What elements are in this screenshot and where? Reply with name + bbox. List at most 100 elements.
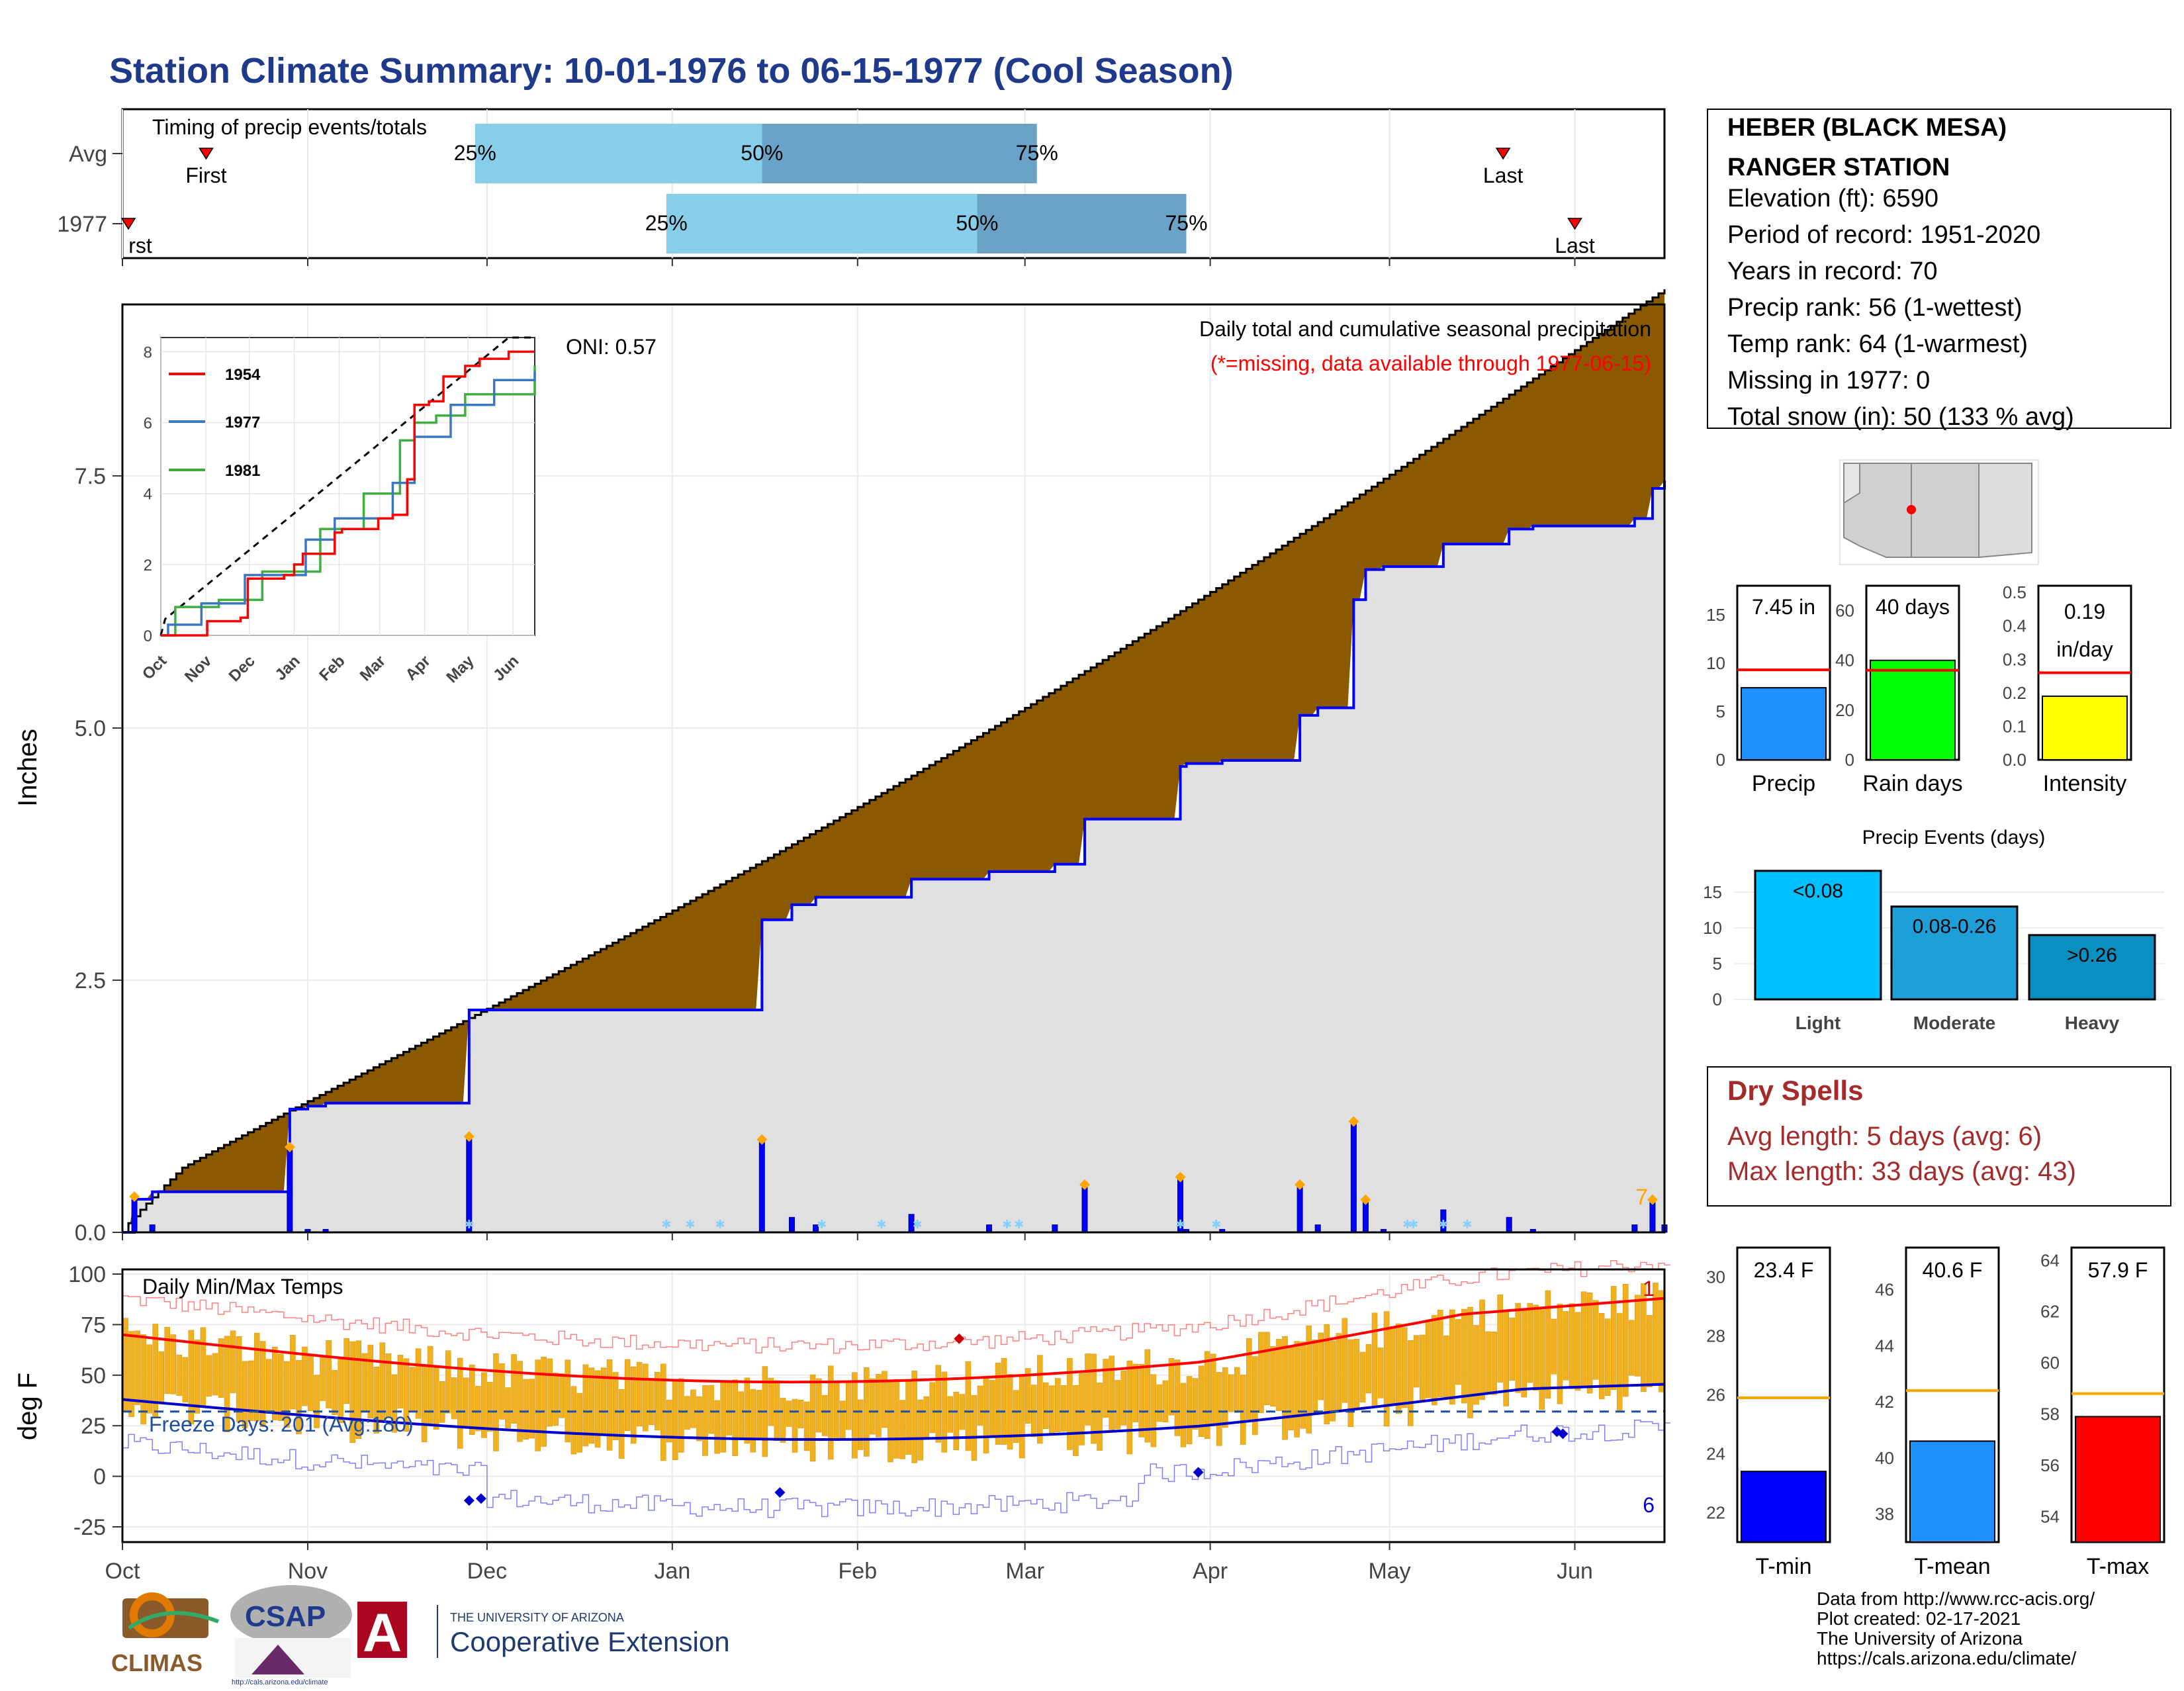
daily-temp-bar xyxy=(727,1381,732,1435)
footer-credit-line: Plot created: 02-17-2021 xyxy=(1817,1608,2021,1629)
csap-url: http://cals.arizona.edu/climate xyxy=(232,1678,328,1686)
temp-bar-value: 57.9 F xyxy=(2088,1258,2148,1282)
small-bar-tick: 0.1 xyxy=(2003,716,2026,736)
daily-temp-bar xyxy=(613,1372,618,1440)
snow-marker: ✱ xyxy=(1014,1218,1024,1231)
daily-precip-bar xyxy=(986,1225,991,1232)
daily-temp-bar xyxy=(512,1354,517,1423)
daily-temp-bar xyxy=(751,1389,756,1452)
daily-temp-bar xyxy=(930,1383,935,1433)
dry-spells-max: Max length: 33 days (avg: 43) xyxy=(1727,1157,2076,1186)
small-bar-tick: 0.2 xyxy=(2003,683,2026,703)
daily-temp-bar xyxy=(451,1377,457,1419)
daily-temp-bar xyxy=(703,1385,708,1455)
daily-temp-bar xyxy=(756,1390,762,1439)
small-bar-tick: 60 xyxy=(1835,601,1854,621)
footer: CLIMAS CSAP http://cals.arizona.edu/clim… xyxy=(111,1585,2095,1686)
footer-credit-line: Data from http://www.rcc-acis.org/ xyxy=(1817,1588,2095,1609)
daily-temp-bar xyxy=(798,1400,803,1428)
month-label: Jan xyxy=(654,1559,690,1584)
station-info-line: Precip rank: 56 (1-wettest) xyxy=(1727,294,2023,322)
small-bar-tick: 0 xyxy=(1845,750,1854,770)
snow-marker: ✱ xyxy=(817,1218,827,1231)
daily-precip-bar xyxy=(759,1142,764,1232)
temp-bar-tick: 28 xyxy=(1706,1326,1725,1346)
daily-temp-bar xyxy=(1175,1360,1180,1436)
daily-temp-bar xyxy=(344,1338,349,1404)
temp-bar-label: T-min xyxy=(1756,1554,1812,1579)
daily-temp-bar xyxy=(1539,1310,1545,1410)
timing-label: Timing of precip events/totals xyxy=(152,115,427,139)
station-info-line: Elevation (ft): 6590 xyxy=(1727,185,1938,212)
daily-temp-bar xyxy=(1330,1341,1336,1421)
footer-credit-line: The University of Arizona xyxy=(1817,1628,2023,1649)
timing-bar-upper xyxy=(762,124,1036,183)
daily-temp-bar xyxy=(463,1378,469,1428)
small-bar-tick: 0.5 xyxy=(2003,582,2026,602)
daily-precip-bar xyxy=(1506,1217,1512,1232)
daily-temp-bar xyxy=(1480,1300,1485,1400)
timing-row-label: Avg xyxy=(69,142,107,167)
daily-temp-bar xyxy=(1007,1374,1013,1449)
small-bar-value: 40 days xyxy=(1876,595,1950,619)
month-label: Nov xyxy=(288,1559,328,1584)
daily-temp-bar xyxy=(1498,1295,1503,1382)
temp-bar-tick: 24 xyxy=(1706,1444,1725,1464)
daily-temp-bar xyxy=(1408,1340,1413,1426)
month-label: Oct xyxy=(105,1559,140,1584)
daily-temp-bar xyxy=(1061,1385,1066,1431)
daily-temp-bar xyxy=(1115,1380,1120,1429)
daily-temp-bar xyxy=(1467,1307,1473,1418)
temp-bar-tick: 64 xyxy=(2040,1250,2060,1270)
inset-ytick-label: 8 xyxy=(144,343,152,361)
small-bar-tick: 20 xyxy=(1835,700,1854,720)
first-label: First xyxy=(185,163,226,187)
precip-ytick-label: 0.0 xyxy=(75,1220,106,1246)
daily-temp-bar xyxy=(1510,1318,1515,1381)
temp-bar-tick: 30 xyxy=(1706,1267,1725,1287)
daily-temp-bar xyxy=(1432,1315,1437,1405)
snow-marker: ✱ xyxy=(661,1218,671,1231)
daily-temp-bar xyxy=(1109,1356,1115,1430)
temp-bar xyxy=(1741,1471,1826,1542)
timing-bar-upper xyxy=(977,194,1186,253)
climas-logo: CLIMAS xyxy=(111,1596,218,1676)
footer-credit-line: https://cals.arizona.edu/climate/ xyxy=(1817,1648,2076,1668)
daily-temp-bar xyxy=(1635,1295,1640,1377)
daily-temp-bar xyxy=(1283,1336,1288,1440)
daily-temp-bar xyxy=(195,1340,200,1413)
station-info-line: Years in record: 70 xyxy=(1727,257,1938,285)
daily-temp-bar xyxy=(1366,1344,1371,1393)
temp-ylabel: deg F xyxy=(13,1373,42,1440)
precip-ylabel: Inches xyxy=(13,729,42,807)
neighbor-shape xyxy=(1979,463,2032,557)
daily-temp-bar xyxy=(1258,1332,1263,1413)
daily-temp-bar xyxy=(840,1401,845,1440)
daily-temp-bar xyxy=(936,1365,941,1443)
daily-temp-bar xyxy=(876,1374,881,1437)
daily-temp-bar xyxy=(1139,1364,1144,1437)
daily-temp-bar xyxy=(362,1353,367,1412)
daily-temp-bar xyxy=(1605,1319,1610,1396)
daily-temp-bar xyxy=(1569,1304,1574,1389)
daily-temp-bar xyxy=(410,1367,415,1412)
daily-temp-bar xyxy=(1169,1358,1174,1415)
temp-bar-value: 40.6 F xyxy=(1923,1258,1983,1282)
snow-marker: ✱ xyxy=(913,1218,923,1231)
record-max-count: 1 xyxy=(1643,1277,1655,1301)
freeze-days-label: Freeze Days: 201 (Avg:180) xyxy=(149,1412,414,1436)
daily-temp-bar xyxy=(218,1338,224,1397)
page-title: Station Climate Summary: 10-01-1976 to 0… xyxy=(109,51,1234,91)
daily-temp-bar xyxy=(433,1368,439,1430)
daily-temp-bar xyxy=(201,1328,206,1406)
ua-name: THE UNIVERSITY OF ARIZONA xyxy=(450,1611,624,1624)
timing-bar-lower xyxy=(666,194,978,253)
daily-temp-bar xyxy=(1516,1303,1521,1393)
daily-temp-bar xyxy=(589,1368,594,1443)
daily-temp-bar xyxy=(1193,1379,1198,1430)
temp-bar-tick: 58 xyxy=(2040,1404,2060,1424)
daily-temp-bar xyxy=(978,1386,983,1425)
daily-temp-bar xyxy=(1025,1368,1030,1423)
temp-ytick-label: 100 xyxy=(68,1262,106,1287)
daily-temp-bar xyxy=(547,1359,553,1426)
